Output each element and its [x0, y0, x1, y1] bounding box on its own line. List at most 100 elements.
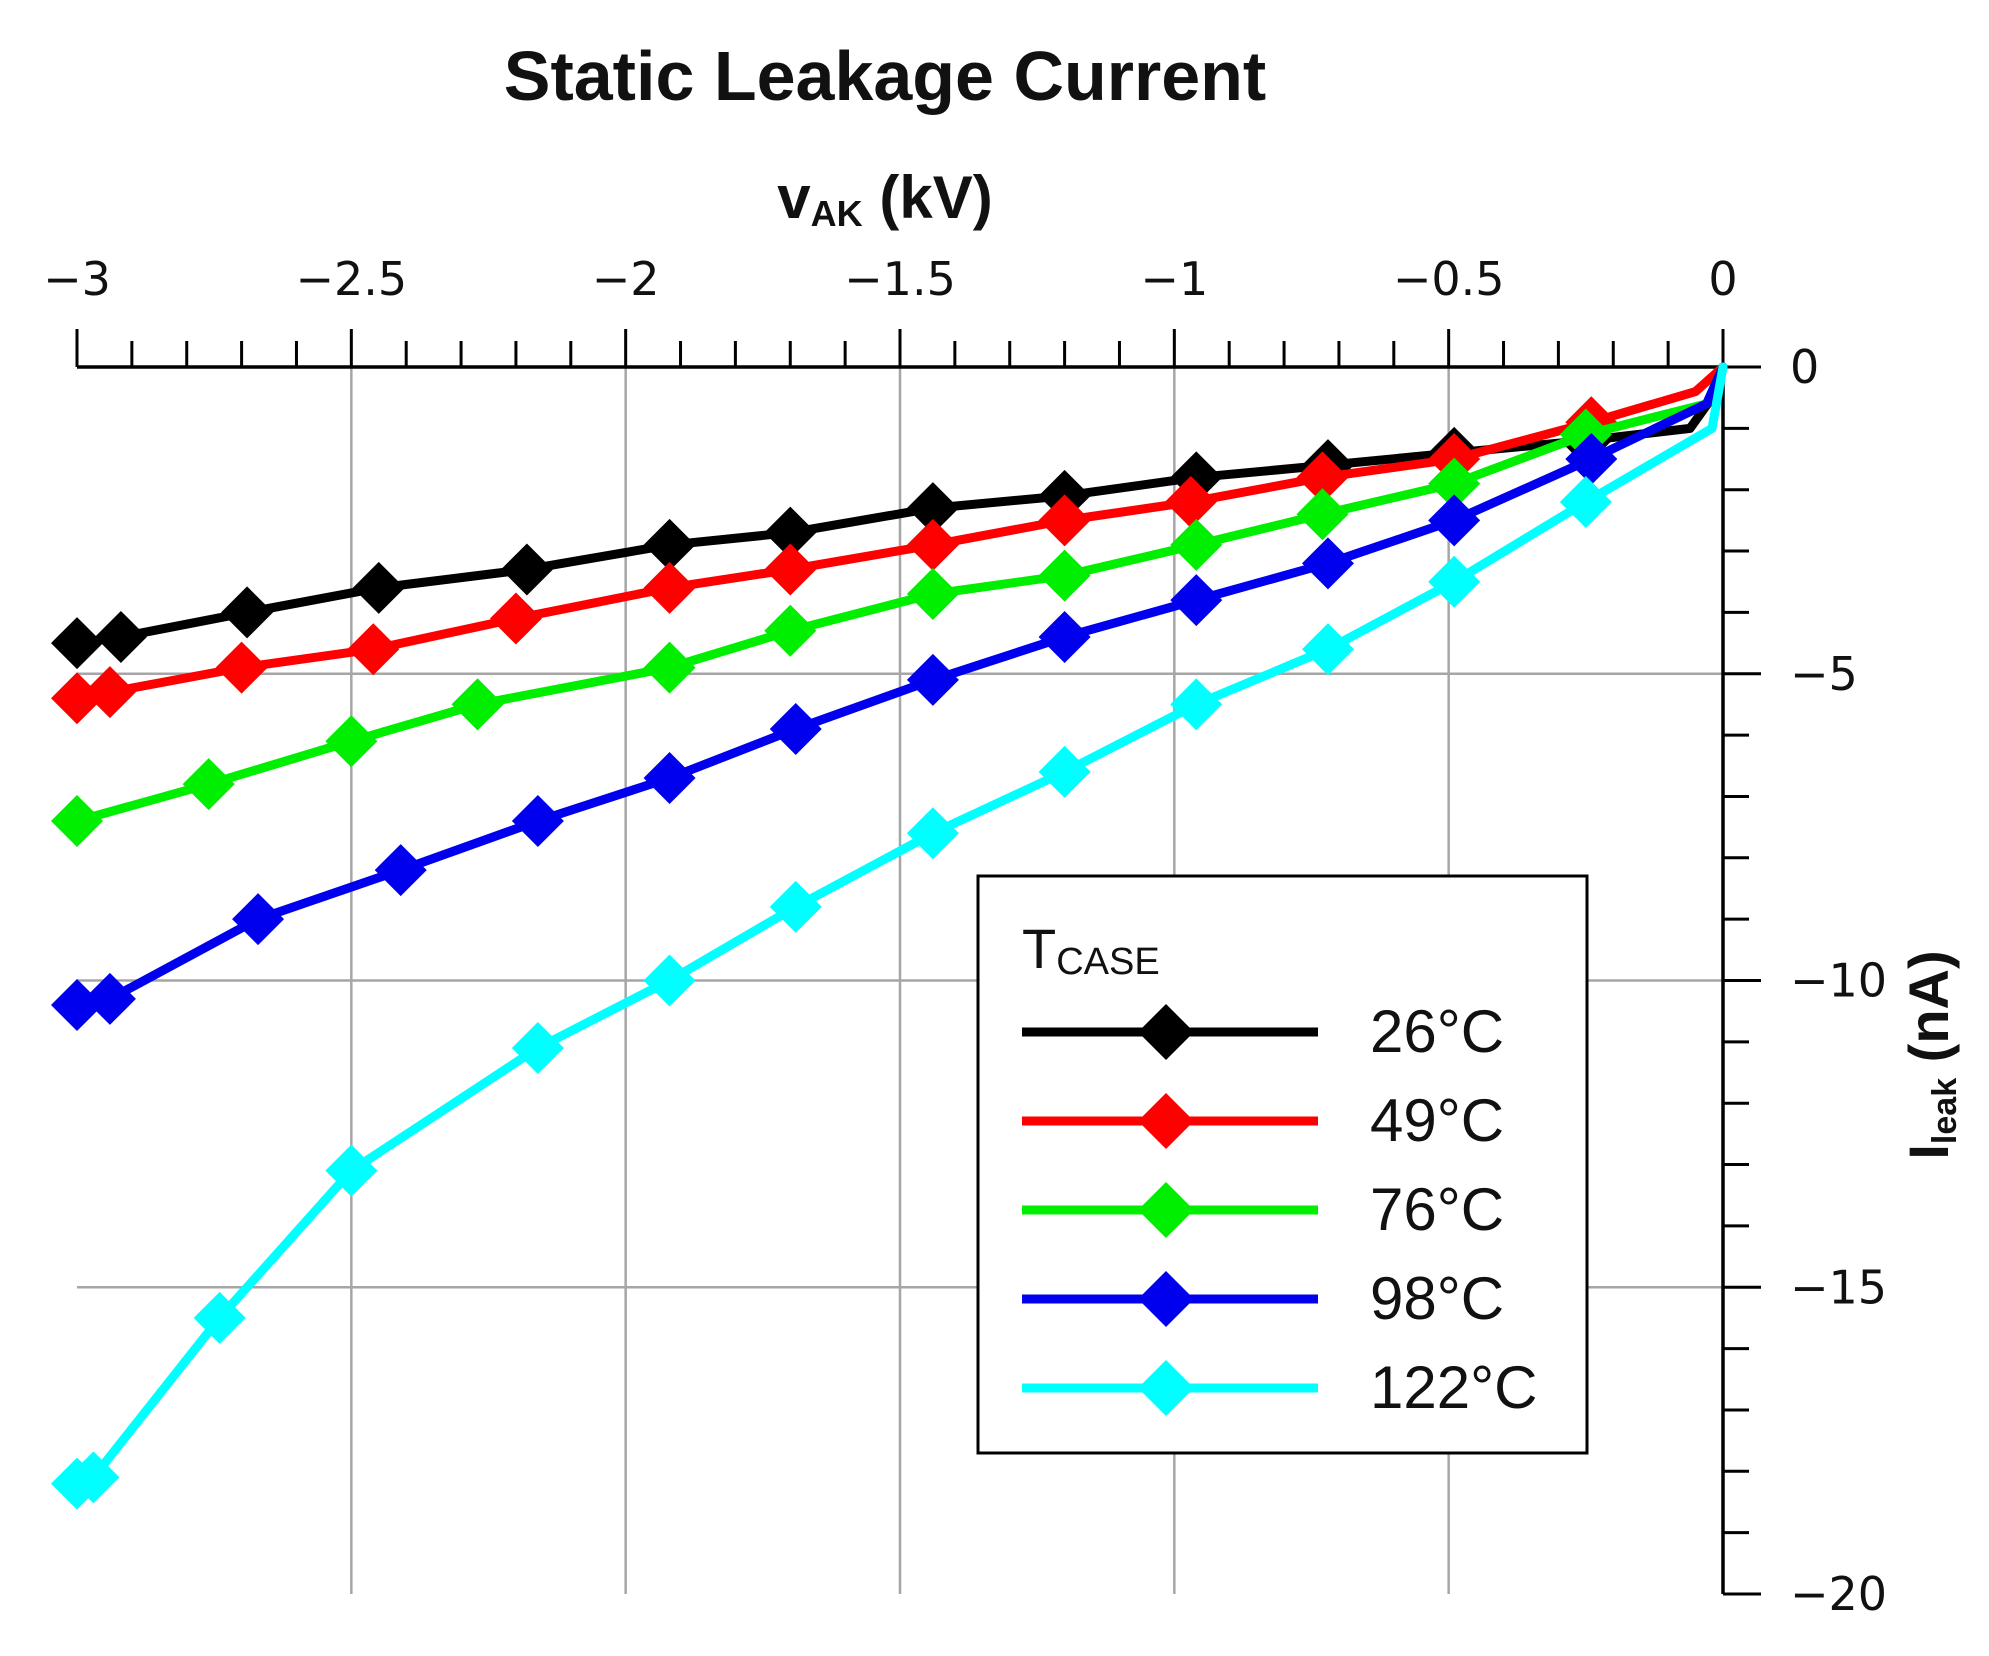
data-point [1038, 549, 1091, 602]
data-point [215, 641, 268, 694]
data-point [500, 543, 553, 596]
data-point [1296, 451, 1349, 504]
y-axis-label-unit: (nA) [1897, 950, 1960, 1078]
legend-marker [1138, 1093, 1194, 1149]
legend-title-main: T [1022, 917, 1056, 980]
data-point [352, 561, 405, 614]
data-point [906, 567, 959, 620]
data-point [325, 1144, 378, 1197]
x-axis-ticks: −3 −2.5 −2 −1.5 −1 −0.5 0 [43, 252, 1738, 367]
legend-item-1: 49°C [1022, 1087, 1504, 1154]
data-point [906, 653, 959, 706]
data-point [764, 543, 817, 596]
x-tick-label: −3 [43, 252, 111, 306]
y-axis-label-main: I [1897, 1144, 1960, 1160]
legend-label: 122°C [1370, 1354, 1537, 1421]
legend-item-4: 122°C [1022, 1354, 1537, 1421]
data-point [511, 1021, 564, 1074]
data-point [511, 794, 564, 847]
chart-title: Static Leakage Current [504, 37, 1266, 115]
data-point [643, 561, 696, 614]
data-point [1164, 475, 1217, 528]
data-point [1428, 494, 1481, 547]
legend-label: 98°C [1370, 1265, 1504, 1332]
x-axis-label-sub: AK [811, 193, 863, 234]
series-2 [51, 362, 1728, 847]
data-point [769, 880, 822, 933]
data-point [232, 893, 285, 946]
series-4 [51, 362, 1728, 1510]
data-point [83, 972, 136, 1025]
data-point [1301, 537, 1354, 590]
data-point [83, 666, 136, 719]
y-tick-label: −5 [1790, 647, 1858, 701]
data-point [94, 610, 147, 663]
legend: TCASE 26°C 49°C 76°C 98°C 122°C [976, 874, 1589, 1455]
data-point [51, 979, 103, 1032]
data-point [1296, 488, 1349, 541]
y-axis-ticks: 0 −5 −10 −15 −20 [1723, 340, 1887, 1621]
legend-marker [1138, 1360, 1194, 1416]
legend-label: 26°C [1370, 998, 1504, 1065]
data-point [489, 592, 542, 645]
data-point [643, 641, 696, 694]
data-point [906, 482, 959, 535]
data-point [325, 715, 378, 768]
legend-marker [1138, 1182, 1194, 1238]
data-point [1038, 494, 1091, 547]
series-group [51, 362, 1728, 1510]
data-point [67, 1451, 120, 1504]
data-point [764, 604, 817, 657]
data-point [906, 807, 959, 860]
legend-items: 26°C 49°C 76°C 98°C 122°C [1022, 998, 1537, 1421]
x-axis-label-main: v [777, 164, 811, 231]
x-tick-label: 0 [1708, 252, 1737, 306]
data-point [1038, 610, 1091, 663]
data-point [221, 586, 274, 639]
x-axis-label: vAK (kV) [777, 164, 992, 234]
legend-item-0: 26°C [1022, 998, 1504, 1065]
data-point [51, 617, 103, 670]
data-point [769, 702, 822, 755]
data-point [1565, 433, 1618, 486]
data-point [1038, 745, 1091, 798]
legend-marker [1138, 1004, 1194, 1060]
data-point [643, 752, 696, 805]
y-axis-label-group: Ileak (nA) [1897, 950, 1964, 1159]
x-tick-label: −1.5 [844, 252, 956, 306]
data-point [182, 758, 235, 811]
legend-title: TCASE [1022, 917, 1160, 983]
data-point [51, 794, 103, 847]
data-point [1428, 555, 1481, 608]
y-tick-label: −15 [1790, 1260, 1887, 1314]
series-1 [51, 362, 1728, 725]
data-point [451, 678, 504, 731]
x-axis-label-unit: (kV) [863, 164, 993, 231]
legend-item-3: 98°C [1022, 1265, 1504, 1332]
x-tick-label: −1 [1140, 252, 1208, 306]
series-line [72, 362, 1728, 826]
y-axis-label: Ileak (nA) [1897, 950, 1964, 1159]
y-tick-label: −20 [1790, 1567, 1887, 1621]
series-3 [51, 362, 1728, 1032]
data-point [1170, 518, 1223, 571]
data-point [51, 672, 103, 725]
data-point [347, 623, 400, 676]
x-tick-label: −2 [592, 252, 660, 306]
data-point [1170, 574, 1223, 627]
data-point [1301, 623, 1354, 676]
legend-label: 76°C [1370, 1176, 1504, 1243]
data-point [374, 844, 427, 897]
data-point [193, 1291, 246, 1344]
legend-title-sub: CASE [1056, 941, 1159, 983]
legend-box [976, 874, 1589, 1455]
data-point [643, 954, 696, 1007]
data-point [1428, 457, 1481, 510]
x-tick-label: −2.5 [295, 252, 407, 306]
legend-item-2: 76°C [1022, 1176, 1504, 1243]
legend-label: 49°C [1370, 1087, 1504, 1154]
y-tick-label: −10 [1790, 954, 1887, 1008]
data-point [1559, 475, 1612, 528]
y-tick-label: 0 [1790, 340, 1819, 394]
